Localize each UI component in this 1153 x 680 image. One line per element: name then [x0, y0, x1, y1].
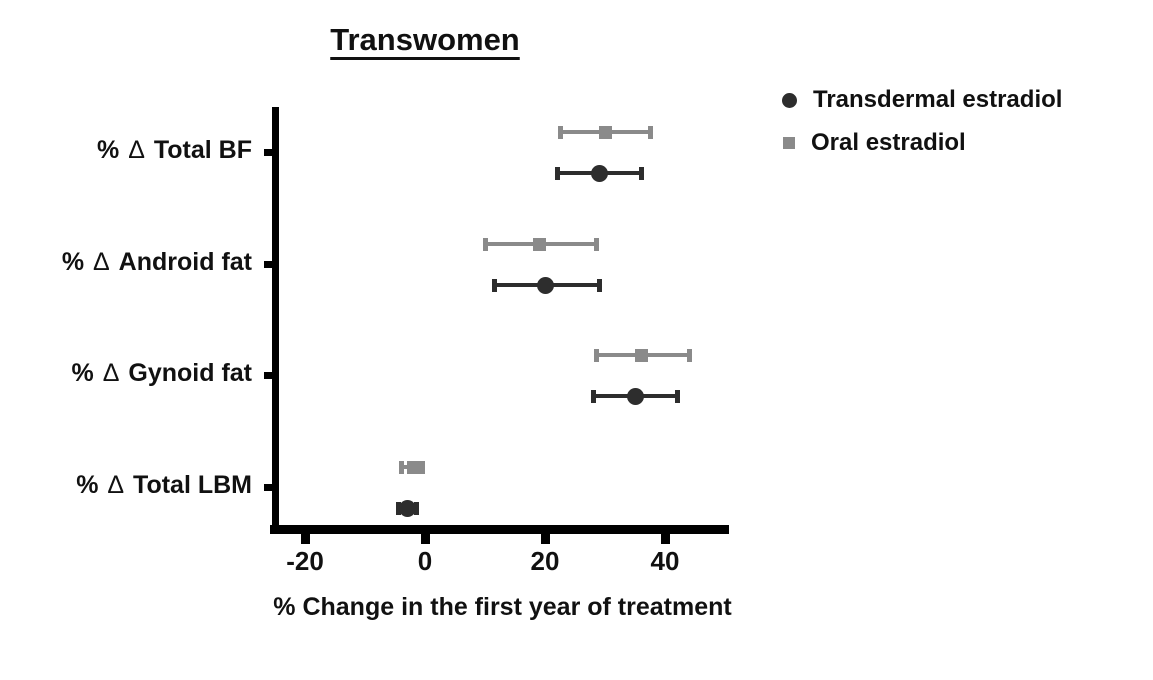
legend-circle-marker-icon: [782, 92, 797, 108]
data-point-marker: [532, 237, 546, 251]
x-tick-label: -20: [286, 546, 324, 576]
legend-label-transdermal: Transdermal estradiol: [813, 86, 1063, 113]
legend-entry-oral: Oral estradiol: [782, 129, 1062, 157]
x-tick: [300, 533, 310, 544]
error-bar-cap: [398, 460, 404, 474]
error-bar-cap: [590, 389, 596, 403]
error-bar-cap: [557, 125, 563, 139]
legend-label-oral: Oral estradiol: [811, 129, 966, 156]
data-point-marker: [634, 348, 648, 362]
error-bar-cap: [419, 460, 425, 474]
error-bar-cap: [482, 237, 488, 251]
x-axis-title: % Change in the first year of treatment: [273, 593, 732, 621]
error-bar-cap: [413, 501, 419, 515]
legend-entry-transdermal: Transdermal estradiol: [782, 86, 1062, 114]
x-tick: [660, 533, 670, 544]
y-tick: [264, 483, 273, 491]
x-tick-label: 0: [417, 546, 433, 576]
legend-square-marker-icon: [783, 137, 795, 149]
x-tick: [420, 533, 430, 544]
x-tick-label: 20: [530, 546, 560, 576]
category-label: % Δ Android fat: [61, 248, 252, 276]
x-axis-line: [270, 525, 729, 534]
error-bar-cap: [554, 166, 560, 180]
delta-symbol: Δ: [107, 471, 125, 499]
x-tick: [540, 533, 550, 544]
legend: Transdermal estradiol Oral estradiol: [782, 86, 1062, 157]
y-tick: [264, 260, 273, 268]
delta-symbol: Δ: [93, 248, 110, 276]
error-bar-cap: [596, 278, 602, 292]
error-bar-cap: [593, 237, 599, 251]
error-bar-cap: [674, 389, 680, 403]
error-bar-cap: [395, 501, 401, 515]
data-point-marker: [398, 499, 416, 517]
data-point-marker: [536, 276, 554, 294]
y-axis-line: [272, 107, 279, 534]
category-label: % Δ Total BF: [97, 136, 252, 164]
error-bar-cap: [647, 125, 653, 139]
y-tick: [264, 371, 273, 379]
data-point-marker: [626, 387, 644, 405]
error-bar-cap: [638, 166, 644, 180]
delta-symbol: Δ: [102, 359, 120, 387]
chart-title: Transwomen: [330, 22, 520, 57]
category-label: % Δ Gynoid fat: [71, 359, 252, 387]
data-point-marker: [590, 164, 608, 182]
data-point-marker: [598, 125, 612, 139]
error-bar-cap: [491, 278, 497, 292]
error-bar-cap: [686, 348, 692, 362]
data-point-marker: [406, 460, 420, 474]
x-tick-label: 40: [650, 546, 680, 576]
category-label: % Δ Total LBM: [76, 471, 252, 499]
error-bar-cap: [593, 348, 599, 362]
y-tick: [264, 148, 273, 156]
delta-symbol: Δ: [128, 136, 145, 164]
